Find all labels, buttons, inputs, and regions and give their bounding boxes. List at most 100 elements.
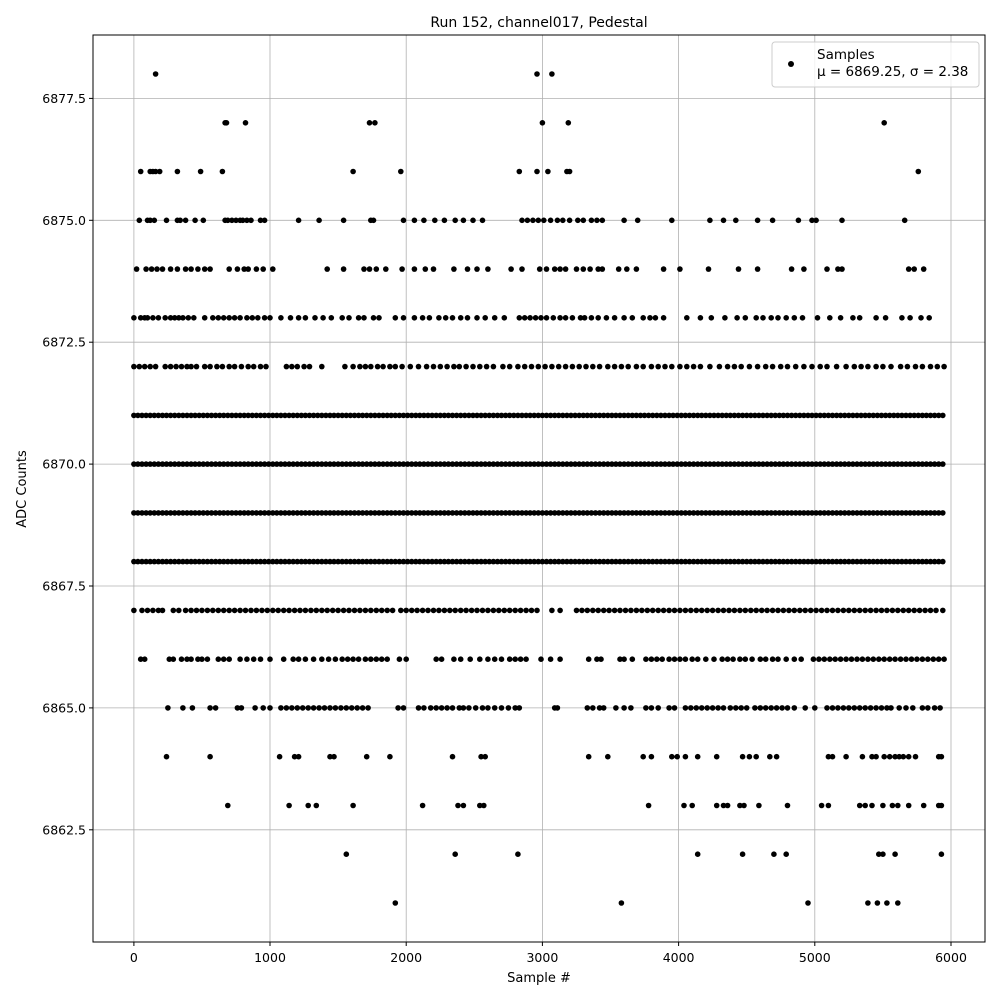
data-point xyxy=(886,558,893,565)
data-point xyxy=(584,510,591,516)
data-point xyxy=(159,461,166,467)
data-point xyxy=(180,510,186,516)
data-point xyxy=(302,607,309,614)
data-point xyxy=(592,461,599,467)
data-point xyxy=(588,461,595,467)
data-point xyxy=(585,656,592,662)
data-point xyxy=(625,558,631,565)
data-point xyxy=(430,607,437,614)
data-point xyxy=(538,656,544,662)
data-point xyxy=(457,558,464,565)
data-point xyxy=(150,315,156,321)
data-point xyxy=(478,412,484,419)
data-point xyxy=(237,510,243,516)
data-point xyxy=(501,607,508,614)
data-point xyxy=(835,705,841,711)
data-point xyxy=(208,510,215,516)
data-point xyxy=(912,363,919,370)
data-point xyxy=(523,461,529,467)
data-point xyxy=(163,558,170,565)
data-point xyxy=(895,558,901,565)
data-point xyxy=(649,412,656,419)
data-point xyxy=(874,461,881,467)
data-point xyxy=(618,363,625,370)
data-point xyxy=(613,510,619,516)
data-point xyxy=(490,412,497,419)
data-point xyxy=(862,705,868,711)
data-point xyxy=(772,558,779,565)
data-point xyxy=(568,461,574,467)
data-point xyxy=(841,558,848,565)
data-point xyxy=(931,510,938,516)
data-point xyxy=(534,607,540,614)
data-point xyxy=(837,510,844,516)
data-point xyxy=(854,461,860,467)
data-point xyxy=(355,558,362,565)
data-point xyxy=(678,510,685,516)
data-point xyxy=(294,412,301,419)
data-point xyxy=(384,510,391,516)
data-point xyxy=(542,363,548,370)
data-point xyxy=(244,217,250,224)
data-point xyxy=(832,656,838,662)
data-point xyxy=(555,510,562,516)
data-point xyxy=(531,461,537,467)
data-point xyxy=(192,217,198,224)
data-point xyxy=(780,510,787,516)
data-point xyxy=(314,412,321,419)
data-point xyxy=(566,217,573,224)
data-point xyxy=(144,315,151,321)
data-point xyxy=(911,558,917,565)
data-point xyxy=(506,656,513,662)
data-point xyxy=(373,266,380,272)
data-point xyxy=(891,558,897,565)
data-point xyxy=(907,510,913,516)
data-point xyxy=(628,607,634,614)
data-point xyxy=(802,607,808,614)
data-point xyxy=(658,412,664,419)
data-point xyxy=(587,266,593,272)
data-point xyxy=(746,753,753,760)
data-point xyxy=(886,656,893,662)
data-point xyxy=(783,851,789,857)
data-point xyxy=(577,315,584,321)
data-point xyxy=(376,558,382,565)
data-point xyxy=(690,363,697,370)
data-point xyxy=(560,558,566,565)
data-point xyxy=(265,558,272,565)
data-point xyxy=(425,412,431,419)
data-point xyxy=(891,461,897,467)
data-point xyxy=(184,412,190,419)
data-point xyxy=(739,412,746,419)
data-point xyxy=(698,510,705,516)
data-point xyxy=(572,510,578,516)
data-point xyxy=(167,315,174,321)
data-point xyxy=(840,607,847,614)
data-point xyxy=(784,705,791,711)
data-point xyxy=(453,558,460,565)
data-point xyxy=(380,510,386,516)
data-point xyxy=(481,802,487,809)
data-point xyxy=(327,753,333,760)
data-point xyxy=(566,168,573,175)
data-point xyxy=(441,558,448,565)
data-point xyxy=(485,656,491,662)
data-point xyxy=(669,217,675,224)
data-point xyxy=(892,753,898,760)
data-point xyxy=(824,266,830,272)
data-point xyxy=(534,168,540,175)
data-point xyxy=(308,607,314,614)
y-tick-label: 6862.5 xyxy=(42,822,86,837)
data-point xyxy=(482,412,489,419)
data-point xyxy=(282,510,288,516)
data-point xyxy=(474,607,480,614)
data-point xyxy=(846,412,852,419)
data-point xyxy=(216,558,223,565)
data-point xyxy=(931,558,938,565)
data-point xyxy=(249,558,256,565)
data-point xyxy=(366,120,373,126)
data-point xyxy=(302,412,309,419)
data-point xyxy=(207,753,213,760)
data-point xyxy=(270,461,276,467)
data-point xyxy=(846,461,852,467)
